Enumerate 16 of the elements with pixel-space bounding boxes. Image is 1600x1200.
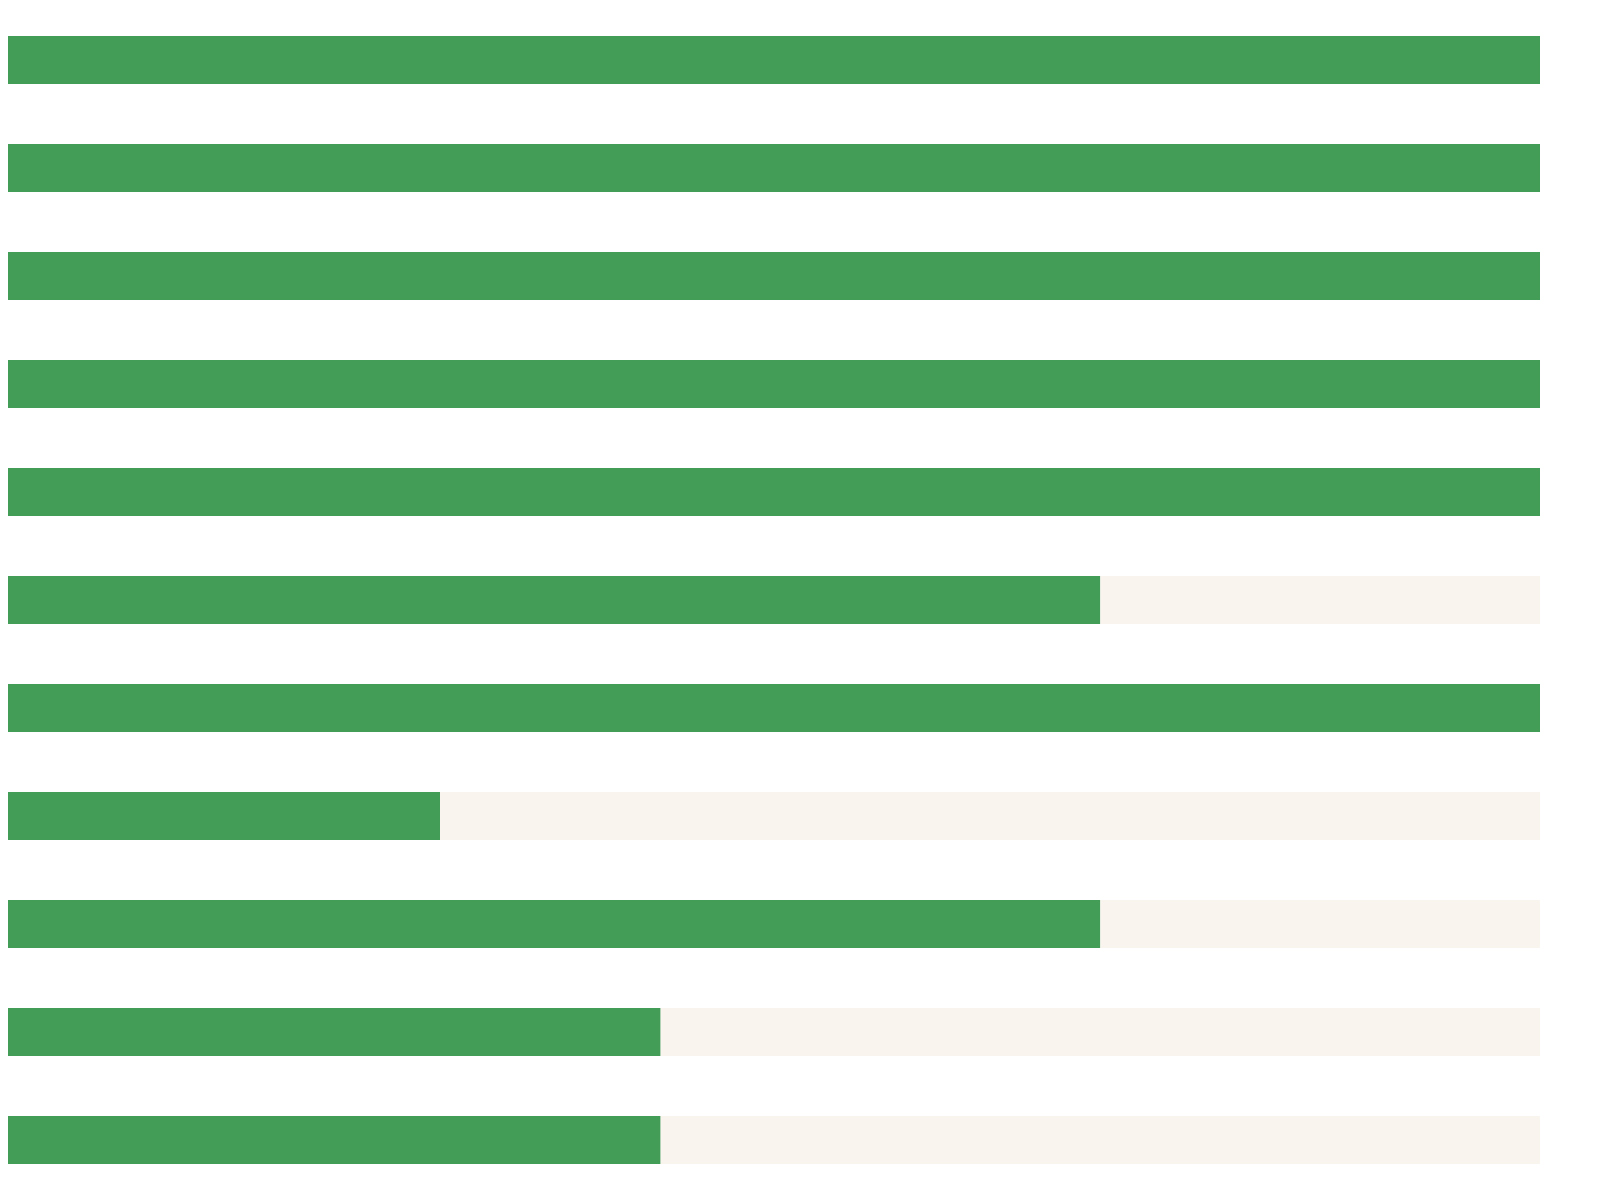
bar: [8, 1116, 661, 1164]
bar: [8, 900, 1101, 948]
bar: [8, 468, 1540, 516]
bar: [8, 252, 1540, 300]
bar: [8, 1008, 661, 1056]
bar: [1100, 576, 1540, 624]
bar: [8, 792, 441, 840]
bar: [8, 36, 1540, 84]
bar: [660, 1008, 1540, 1056]
bar: [1100, 900, 1540, 948]
bar: [440, 792, 1540, 840]
bar: [8, 144, 1540, 192]
bar: [660, 1116, 1540, 1164]
bar: [8, 684, 1540, 732]
bar: [8, 576, 1101, 624]
bar: [8, 360, 1540, 408]
